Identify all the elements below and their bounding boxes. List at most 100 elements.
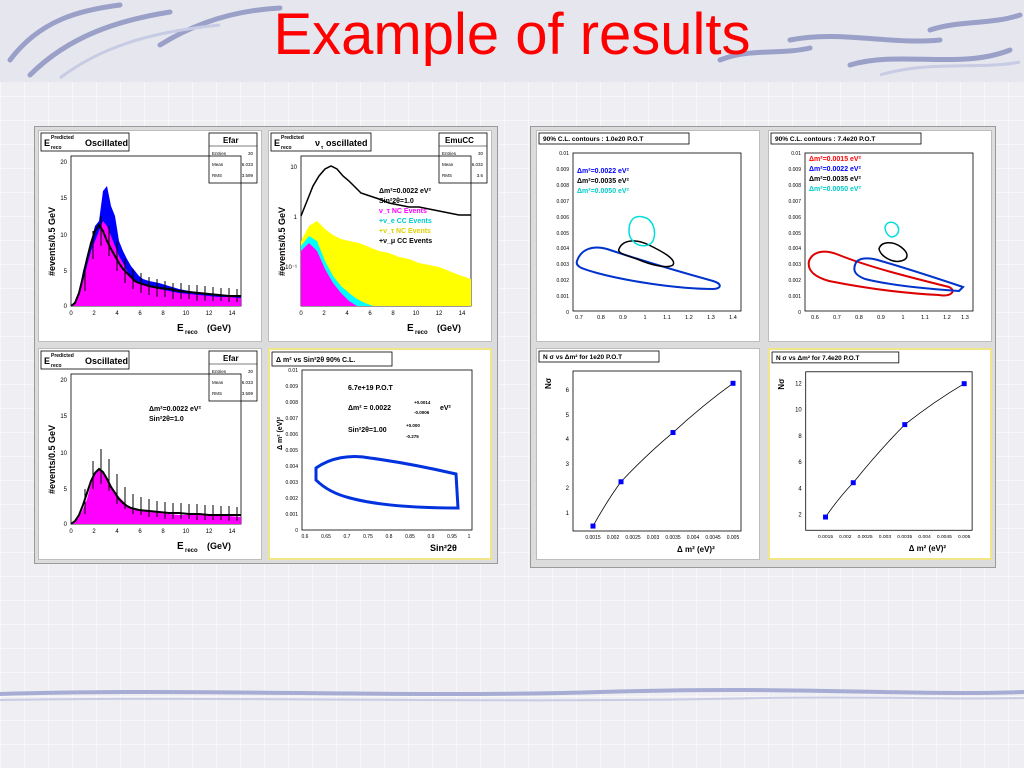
y-tick-label: 8 (798, 434, 802, 440)
y-tick-label: 0.001 (788, 294, 801, 300)
y-tick-label: 0.002 (556, 278, 569, 284)
x-tick-label: 0.0025 (625, 535, 641, 541)
stats-key: RMS (442, 173, 452, 178)
stats-value: 6.033 (242, 380, 254, 385)
y-tick-label: 0.009 (285, 384, 298, 390)
y-axis-label: #events/0.5 GeV (47, 207, 57, 276)
x-tick-label: 14 (229, 529, 236, 535)
y-tick-label: 0.009 (788, 167, 801, 173)
stats-key: Entries (212, 151, 227, 156)
y-tick-label: 1 (566, 511, 570, 517)
plot-title-sup: Predicted (51, 135, 74, 141)
contour-dm0050 (628, 215, 656, 247)
x-tick-label: 0.7 (575, 315, 583, 321)
plot-frame (572, 370, 742, 532)
annotation-dm2-unit: eV² (440, 405, 452, 412)
x-tick-label: 2 (92, 529, 96, 535)
contour-dm0035 (878, 242, 908, 263)
x-tick-label: 0.8 (855, 315, 863, 321)
stats-key: RMS (212, 391, 222, 396)
y-tick-label: 0.003 (285, 480, 298, 486)
stats-value: 6.032 (472, 162, 484, 167)
stats-key: Mean (442, 162, 454, 167)
y-tick-label: 0 (64, 522, 68, 528)
stats-value: 6.033 (242, 162, 254, 167)
y-tick-label: 20 (60, 378, 67, 384)
x-tick-label: 0.002 (839, 534, 852, 540)
annotation-sin2: Sin²2θ=1.0 (149, 416, 184, 423)
annotation-sin2-up: +0.000 (406, 423, 420, 428)
y-tick-label: 2 (566, 486, 570, 492)
x-tick-label: 1.1 (921, 315, 929, 321)
x-tick-label: 6 (138, 529, 142, 535)
x-axis-label-sub: reco (185, 548, 198, 554)
x-tick-label: 10 (183, 311, 190, 317)
plot-title-sub: reco (281, 145, 292, 151)
y-axis-label: Δ m² (eV)² (277, 416, 284, 450)
legend-entry: Δm²=0.0022 eV² (379, 188, 432, 195)
plot-title-e: E (44, 138, 50, 148)
annotation-dm2: Δm² = 0.0022 (348, 405, 391, 412)
y-tick-label: 0.003 (788, 262, 801, 268)
y-tick-label: 0 (295, 528, 298, 534)
y-tick-label: 10 (60, 233, 67, 239)
legend-entry: Δm²=0.0035 eV² (809, 176, 862, 183)
y-tick-label: 0.01 (559, 151, 569, 157)
x-tick-label: 0.9 (428, 534, 435, 540)
x-axis-label: Sin²2θ (430, 543, 457, 553)
x-tick-label: 1.2 (685, 315, 693, 321)
x-tick-label: 1 (643, 315, 646, 321)
y-tick-label: 10⁻¹ (285, 265, 297, 271)
stats-title: Efar (223, 136, 239, 145)
y-tick-label: 6 (566, 388, 570, 394)
plot-title-sup: Predicted (51, 353, 74, 359)
plot-dm2-vs-sin2-contour: Δ m² vs Sin²2θ 90% C.L. 0 0.001 0.002 0.… (268, 348, 492, 560)
y-tick-label: 0.004 (788, 246, 801, 252)
x-tick-label: 2 (92, 311, 96, 317)
x-axis-unit: (GeV) (207, 541, 231, 551)
y-tick-label: 0.006 (788, 215, 801, 221)
stats-value: 30 (248, 369, 254, 374)
plot-contours-7p4e20: 90% C.L. contours : 7.4e20 P.O.T 0 0.001… (768, 130, 992, 342)
x-axis-label-sub: reco (415, 330, 428, 336)
x-tick-label: 1.3 (961, 315, 969, 321)
annotation-pot: 6.7e+19 P.O.T (348, 385, 394, 392)
x-tick-label: 0.85 (405, 534, 415, 540)
stats-value: 30 (478, 151, 484, 156)
contour-dm0015 (807, 250, 954, 297)
x-tick-label: 1.4 (729, 315, 737, 321)
x-tick-label: 12 (206, 311, 213, 317)
y-tick-label: 0 (798, 310, 801, 316)
x-tick-label: 0.0035 (897, 534, 912, 540)
x-tick-label: 0 (299, 311, 303, 317)
plot-title: 90% C.L. contours : 7.4e20 P.O.T (775, 136, 875, 143)
y-tick-label: 10 (60, 451, 67, 457)
y-tick-label: 0.008 (788, 183, 801, 189)
contour-90cl (314, 454, 460, 510)
y-axis-label: Nσ (544, 377, 553, 389)
plot-title: N σ vs Δm² for 7.4e20 P.O.T (776, 355, 860, 362)
y-tick-label: 20 (60, 160, 67, 166)
plot-nsigma-7p4e20: N σ vs Δm² for 7.4e20 P.O.T Nσ Δ m² (eV)… (768, 348, 992, 560)
x-tick-label: 0.003 (647, 535, 660, 541)
stats-value: 3.6 (477, 173, 484, 178)
y-tick-label: 10 (795, 407, 802, 413)
y-tick-label: 5 (64, 487, 68, 493)
y-tick-label: 12 (795, 382, 802, 388)
nsigma-point (902, 422, 908, 428)
plot-title-e: E (274, 138, 280, 148)
x-tick-label: 0.004 (918, 534, 931, 540)
histogram-magenta (301, 243, 357, 306)
x-tick-label: 0 (69, 311, 73, 317)
histogram-magenta (71, 221, 241, 306)
legend-entry: +ν_μ CC Events (379, 238, 432, 245)
legend-entry: Δm²=0.0022 eV² (809, 166, 862, 173)
x-tick-label: 1 (901, 315, 904, 321)
x-tick-label: 0.0045 (705, 535, 721, 541)
x-tick-label: 6 (368, 311, 372, 317)
y-tick-label: 0.009 (556, 167, 569, 173)
contour-dm0022 (575, 246, 721, 291)
x-tick-label: 0 (69, 529, 73, 535)
annotation-sin2-down: -0.275 (406, 434, 419, 439)
y-tick-label: 0.006 (285, 432, 298, 438)
